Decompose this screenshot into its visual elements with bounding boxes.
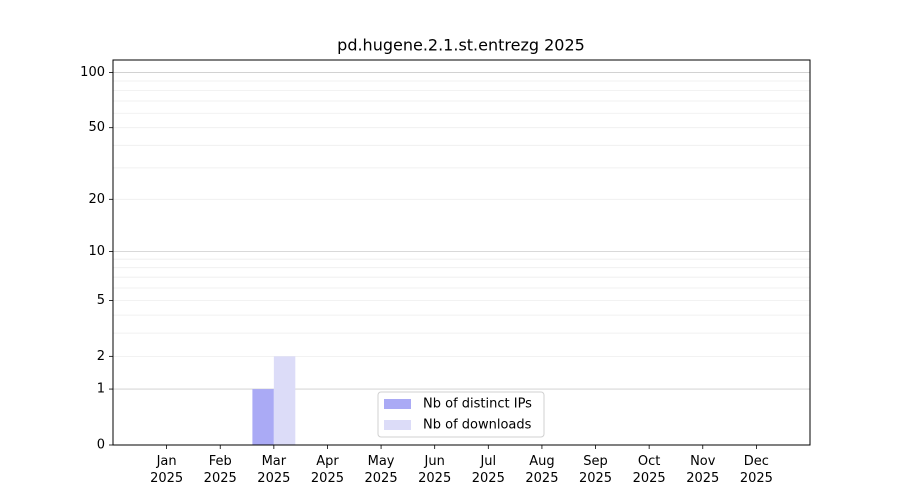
- legend-box: [377, 391, 545, 438]
- x-tick-year: 2025: [579, 471, 612, 486]
- x-tick-year: 2025: [472, 471, 505, 486]
- y-tick-label: 10: [88, 244, 105, 259]
- x-tick-year: 2025: [525, 471, 558, 486]
- x-tick-year: 2025: [150, 471, 183, 486]
- y-tick-label: 100: [80, 65, 105, 80]
- bar: [273, 356, 296, 445]
- x-tick-label: Nov 2025: [686, 454, 719, 486]
- x-tick-label: Dec 2025: [740, 454, 773, 486]
- x-tick-label: May 2025: [365, 454, 398, 486]
- bar: [252, 389, 274, 445]
- x-tick-month: Jul: [479, 454, 496, 469]
- x-tick-month: Feb: [209, 454, 232, 469]
- x-tick-month: Aug: [529, 454, 554, 469]
- plot-frame: [112, 59, 811, 446]
- x-tick-month: Nov: [690, 454, 716, 469]
- x-tick-label: Oct 2025: [633, 454, 666, 486]
- x-tick-month: Jun: [424, 454, 445, 469]
- legend-swatch: [384, 420, 411, 430]
- y-tick-label: 1: [97, 382, 105, 397]
- chart-title: pd.hugene.2.1.st.entrezg 2025: [337, 36, 585, 55]
- x-tick-month: Jan: [156, 454, 177, 469]
- legend-label: Nb of distinct IPs: [423, 397, 532, 412]
- x-tick-year: 2025: [311, 471, 344, 486]
- x-tick-month: Oct: [638, 454, 660, 469]
- x-tick-month: Mar: [262, 454, 287, 469]
- y-tick-label: 5: [97, 293, 105, 308]
- x-tick-year: 2025: [686, 471, 719, 486]
- x-tick-year: 2025: [633, 471, 666, 486]
- legend-swatch: [384, 399, 411, 409]
- x-tick-label: Jul 2025: [472, 454, 505, 486]
- y-tick-label: 0: [97, 438, 105, 453]
- legend: Nb of distinct IPs Nb of downloads: [377, 391, 545, 438]
- x-tick-label: Feb 2025: [204, 454, 237, 486]
- y-tick-label: 2: [97, 349, 105, 364]
- x-tick-month: Sep: [583, 454, 608, 469]
- y-tick-label: 50: [88, 120, 105, 135]
- x-tick-label: Sep 2025: [579, 454, 612, 486]
- legend-label: Nb of downloads: [423, 418, 532, 433]
- x-tick-year: 2025: [365, 471, 398, 486]
- y-tick-label: 20: [88, 192, 105, 207]
- x-tick-month: May: [368, 454, 395, 469]
- x-tick-month: Apr: [316, 454, 339, 469]
- x-tick-year: 2025: [204, 471, 237, 486]
- x-tick-year: 2025: [257, 471, 290, 486]
- x-tick-label: Jan 2025: [150, 454, 183, 486]
- x-tick-year: 2025: [740, 471, 773, 486]
- x-tick-year: 2025: [418, 471, 451, 486]
- x-tick-label: Mar 2025: [257, 454, 290, 486]
- x-tick-label: Apr 2025: [311, 454, 344, 486]
- x-tick-month: Dec: [744, 454, 769, 469]
- x-tick-label: Jun 2025: [418, 454, 451, 486]
- x-tick-label: Aug 2025: [525, 454, 558, 486]
